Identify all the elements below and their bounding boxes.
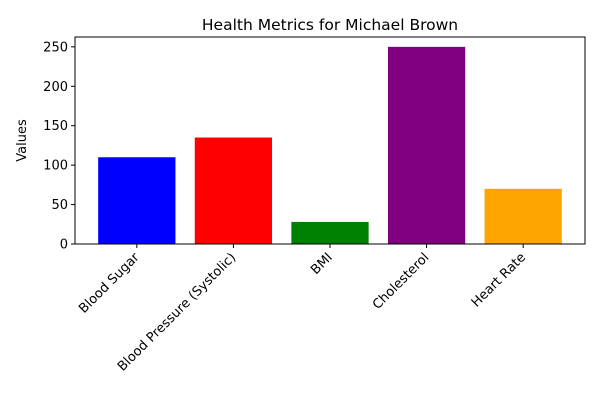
y-tick-label: 250 bbox=[43, 40, 68, 55]
x-tick-label: Blood Sugar bbox=[76, 250, 143, 317]
chart-title: Health Metrics for Michael Brown bbox=[202, 16, 458, 34]
x-tick-label: Heart Rate bbox=[469, 250, 529, 310]
y-tick-label: 100 bbox=[43, 159, 68, 174]
bar-blood-pressure-systolic bbox=[194, 137, 273, 244]
bar-heart-rate bbox=[484, 188, 562, 244]
plot-area bbox=[74, 36, 586, 245]
y-tick-label: 200 bbox=[43, 80, 68, 95]
y-tick-label: 150 bbox=[43, 119, 68, 134]
y-axis-label: Values bbox=[15, 119, 30, 162]
y-tick-label: 0 bbox=[60, 238, 68, 253]
x-tick-label: Cholesterol bbox=[370, 250, 432, 312]
y-axis: 0 50 100 150 200 250 bbox=[43, 40, 75, 253]
bar-blood-sugar bbox=[98, 157, 176, 244]
y-tick-label: 50 bbox=[51, 198, 68, 213]
bar-cholesterol bbox=[387, 46, 466, 244]
x-tick-label: BMI bbox=[308, 250, 336, 278]
bar-bmi bbox=[291, 221, 369, 244]
